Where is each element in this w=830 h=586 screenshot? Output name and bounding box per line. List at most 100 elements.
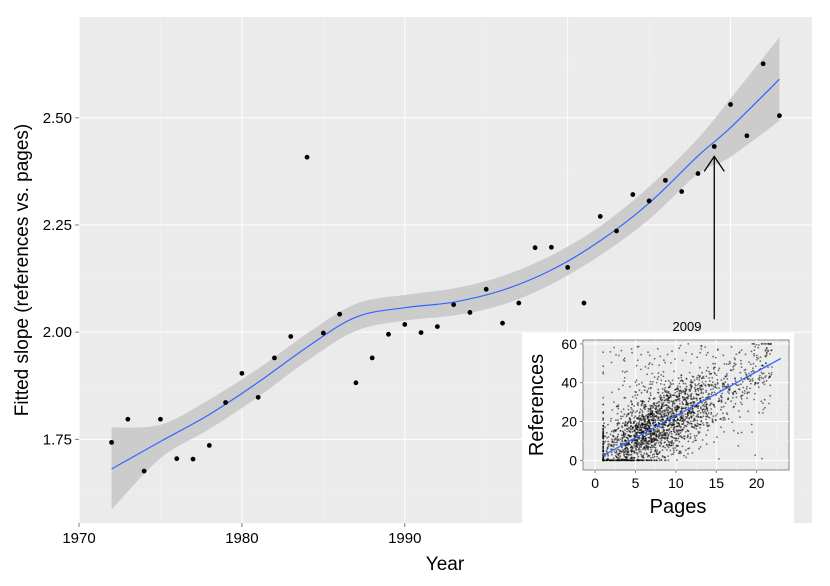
inset-data-point (692, 441, 694, 443)
inset-data-point (664, 432, 667, 435)
inset-data-point (661, 416, 664, 418)
inset-data-point (650, 450, 652, 453)
inset-data-point (712, 385, 715, 388)
inset-data-point (657, 416, 660, 418)
inset-data-point (721, 392, 724, 395)
inset-data-point (765, 346, 768, 349)
inset-data-point (726, 378, 729, 380)
inset-data-point (690, 404, 692, 407)
main-data-point (711, 144, 717, 149)
inset-data-point (691, 398, 694, 400)
inset-data-point (616, 436, 619, 439)
inset-data-point (706, 414, 709, 416)
inset-data-point (647, 387, 650, 390)
inset-data-point (762, 402, 764, 404)
inset-data-point (749, 380, 751, 383)
main-data-point (777, 113, 782, 119)
inset-data-point (652, 456, 654, 459)
inset-data-point (602, 446, 605, 448)
inset-data-point (713, 406, 716, 408)
inset-data-point (678, 347, 681, 350)
inset-data-point (650, 439, 653, 442)
inset-data-point (748, 361, 750, 363)
inset-data-point (624, 432, 627, 435)
inset-data-point (637, 401, 639, 404)
inset-data-point (699, 423, 701, 426)
inset-data-point (637, 448, 640, 451)
inset-data-point (725, 363, 728, 366)
inset-data-point (602, 419, 605, 421)
inset-data-point (625, 453, 628, 455)
inset-data-point (610, 417, 613, 420)
inset-data-point (681, 428, 684, 431)
inset-data-point (653, 446, 656, 448)
inset-data-point (707, 429, 709, 432)
inset-data-point (740, 349, 743, 352)
inset-data-point (653, 421, 655, 424)
inset-data-point (694, 383, 697, 385)
inset-data-point (663, 456, 666, 458)
inset-data-point (711, 418, 714, 421)
main-data-point (467, 310, 473, 315)
inset-data-point (633, 405, 636, 407)
inset-data-point (668, 432, 671, 434)
inset-data-point (700, 384, 703, 386)
inset-data-point (660, 374, 663, 376)
inset-data-point (691, 401, 694, 403)
inset-data-point (675, 405, 677, 408)
inset-data-point (672, 394, 674, 396)
inset-data-point (675, 444, 678, 447)
inset-data-point (635, 448, 637, 451)
inset-data-point (656, 429, 659, 432)
inset-data-point (688, 417, 691, 419)
inset-data-point (670, 413, 673, 415)
inset-data-point (764, 362, 767, 365)
inset-data-point (668, 392, 671, 395)
inset-data-point (679, 344, 682, 347)
inset-data-point (755, 354, 758, 357)
inset-data-point (677, 437, 680, 440)
inset-data-point (705, 413, 708, 415)
inset-data-point (705, 354, 708, 356)
inset-data-point (663, 459, 666, 462)
inset-data-point (648, 459, 651, 462)
inset-data-point (649, 404, 652, 407)
inset-data-point (660, 411, 663, 414)
inset-data-point (610, 430, 613, 433)
inset-data-point (637, 455, 640, 458)
inset-data-point (712, 421, 714, 424)
inset-data-point (718, 387, 720, 389)
inset-data-point (743, 392, 746, 395)
inset-data-point (637, 423, 640, 426)
inset-data-point (656, 455, 658, 458)
inset-data-point (638, 437, 641, 439)
inset-data-point (648, 398, 651, 400)
inset-data-point (678, 389, 681, 392)
inset-data-point (712, 355, 714, 358)
inset-data-point (617, 427, 619, 430)
inset-data-point (685, 425, 688, 428)
inset-data-point (659, 413, 661, 415)
inset-data-point (666, 449, 668, 451)
inset-data-point (752, 362, 755, 365)
inset-data-point (749, 387, 751, 390)
inset-y-tick-label: 0 (569, 452, 577, 468)
inset-data-point (697, 430, 700, 433)
inset-data-point (765, 379, 768, 382)
inset-data-point (610, 361, 613, 364)
inset-data-point (634, 411, 637, 413)
inset-data-point (673, 451, 675, 454)
inset-data-point (649, 392, 652, 394)
main-data-point (239, 370, 245, 376)
inset-data-point (704, 384, 707, 387)
inset-data-point (643, 407, 645, 409)
inset-data-point (708, 370, 710, 373)
main-data-point (272, 355, 277, 361)
inset-data-point (702, 388, 704, 390)
inset-data-point (693, 426, 695, 429)
inset-data-point (717, 369, 720, 372)
inset-data-point (765, 354, 768, 356)
inset-data-point (727, 383, 729, 386)
inset-data-point (755, 343, 758, 346)
inset-data-point (732, 429, 735, 432)
